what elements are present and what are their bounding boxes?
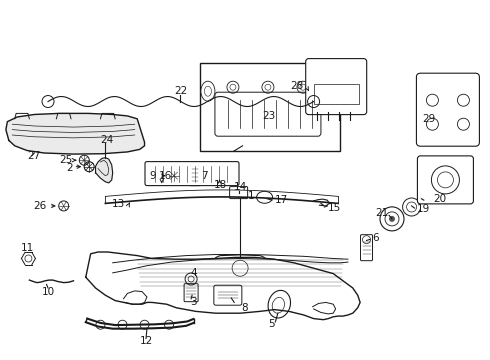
Text: 9: 9 (149, 171, 156, 181)
Ellipse shape (257, 191, 272, 203)
Bar (314, 84, 359, 104)
FancyBboxPatch shape (145, 162, 239, 186)
Polygon shape (6, 113, 145, 154)
FancyBboxPatch shape (184, 284, 198, 302)
Ellipse shape (268, 291, 291, 318)
FancyBboxPatch shape (417, 156, 473, 204)
FancyBboxPatch shape (230, 186, 247, 199)
Text: 25: 25 (59, 155, 73, 165)
FancyBboxPatch shape (361, 235, 372, 261)
Text: 23: 23 (262, 111, 275, 121)
Text: 8: 8 (242, 303, 248, 313)
FancyBboxPatch shape (214, 285, 242, 305)
Ellipse shape (204, 86, 211, 96)
Text: 6: 6 (372, 233, 379, 243)
Ellipse shape (272, 297, 285, 313)
FancyBboxPatch shape (190, 166, 200, 186)
Ellipse shape (323, 86, 337, 106)
Text: 1: 1 (247, 191, 254, 201)
Ellipse shape (201, 81, 215, 101)
Ellipse shape (326, 91, 333, 101)
Text: 12: 12 (139, 336, 153, 346)
Text: 3: 3 (190, 297, 197, 307)
Text: 20: 20 (434, 194, 447, 204)
Text: 4: 4 (190, 267, 197, 278)
Text: 17: 17 (274, 195, 288, 205)
Text: 14: 14 (233, 182, 247, 192)
Text: 21: 21 (375, 208, 389, 219)
Text: 27: 27 (27, 150, 40, 161)
Text: 10: 10 (42, 287, 54, 297)
FancyBboxPatch shape (306, 59, 367, 114)
Text: 13: 13 (112, 199, 125, 209)
Text: 18: 18 (214, 180, 227, 190)
Text: 2: 2 (66, 163, 73, 173)
Text: 19: 19 (416, 204, 430, 214)
Text: 22: 22 (174, 86, 188, 96)
FancyBboxPatch shape (215, 92, 321, 136)
Text: 5: 5 (269, 319, 275, 329)
Text: 29: 29 (422, 114, 436, 124)
Circle shape (389, 216, 395, 222)
Text: 24: 24 (100, 135, 114, 145)
Text: 26: 26 (33, 201, 47, 211)
Text: 16: 16 (159, 171, 172, 181)
Polygon shape (96, 158, 113, 183)
Text: 15: 15 (328, 203, 342, 213)
Text: 11: 11 (20, 243, 34, 253)
FancyBboxPatch shape (416, 73, 479, 146)
Text: 7: 7 (201, 171, 208, 181)
Text: 28: 28 (291, 81, 304, 91)
Bar (200, 63, 340, 151)
